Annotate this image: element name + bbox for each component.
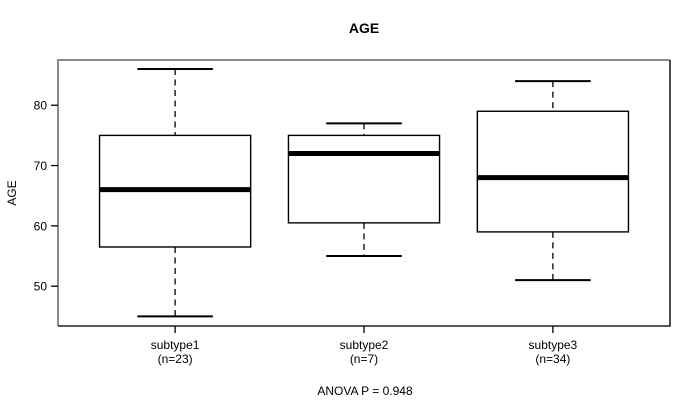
iqr-box xyxy=(287,134,441,224)
x-axis-n-label: (n=23) xyxy=(158,352,193,366)
x-axis-label: subtype1 xyxy=(151,338,200,352)
y-axis-title: AGE xyxy=(5,180,19,205)
anova-footnote: ANOVA P = 0.948 xyxy=(317,384,413,398)
y-tick-label: 50 xyxy=(34,280,48,294)
chart-title: AGE xyxy=(349,20,379,36)
plot-frame-top-left xyxy=(57,59,670,326)
y-tick-label: 60 xyxy=(34,219,48,233)
plot-frame-bottom-right xyxy=(58,60,671,327)
x-axis-label: subtype3 xyxy=(529,338,578,352)
y-tick-label: 70 xyxy=(34,159,48,173)
x-axis-n-label: (n=34) xyxy=(535,352,570,366)
x-axis-n-label: (n=7) xyxy=(350,352,378,366)
x-axis-label: subtype2 xyxy=(340,338,389,352)
iqr-box xyxy=(476,110,630,233)
y-tick-label: 80 xyxy=(34,99,48,113)
